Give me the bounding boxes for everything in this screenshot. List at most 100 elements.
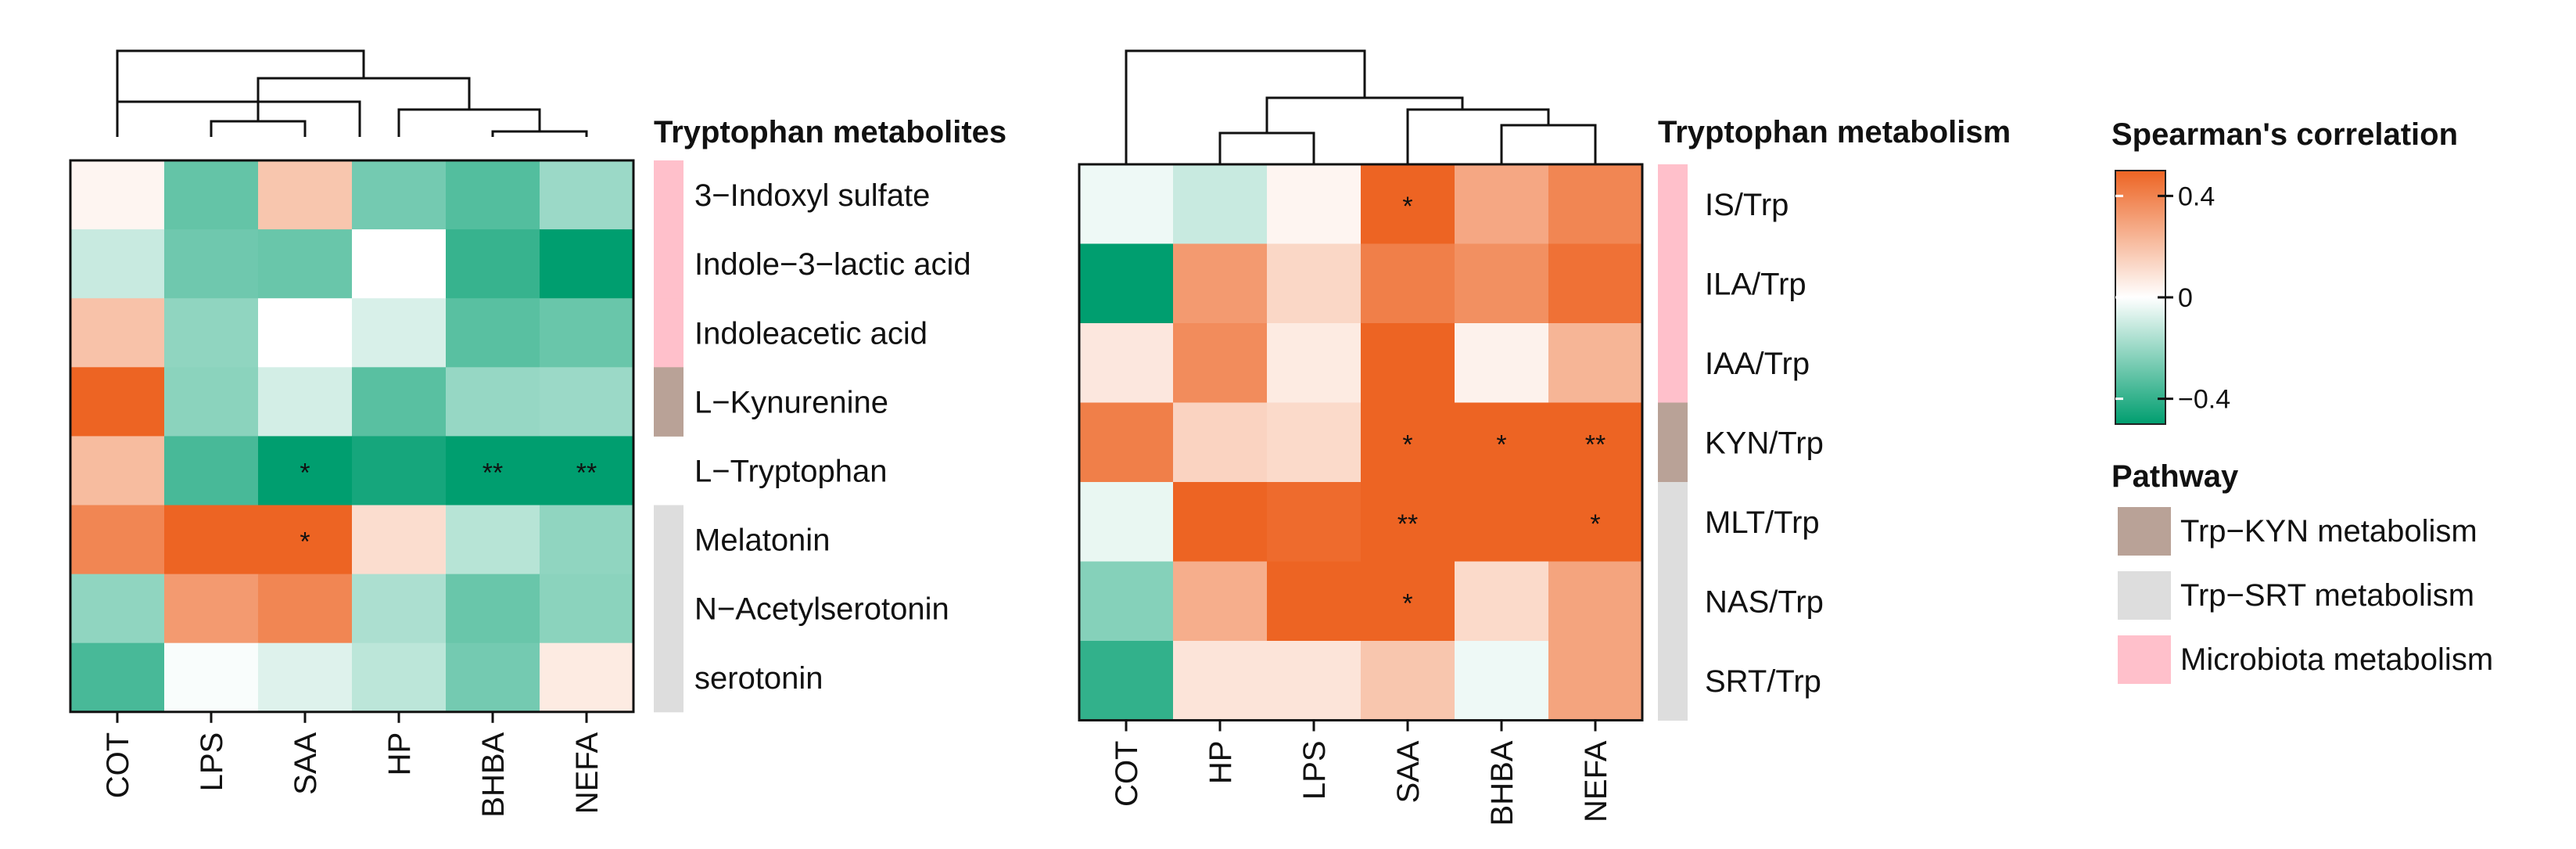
heatmap-cell: [446, 436, 540, 505]
heatmap-cell: [70, 298, 165, 368]
dendrogram-branch: [210, 120, 307, 137]
heatmap-cell: [1173, 561, 1268, 642]
dendrogram-branch: [257, 77, 471, 121]
heatmap-cell: [1548, 243, 1643, 324]
heatmap-cell: [258, 229, 353, 299]
heatmap-cell: [1455, 641, 1549, 721]
dendrogram-branch: [491, 130, 588, 137]
significance-mark: *: [300, 458, 310, 487]
heatmap-cell: [1361, 561, 1455, 642]
heatmap-cell: [352, 574, 447, 644]
colorbar: [2115, 170, 2166, 425]
heatmap-cell: [446, 505, 540, 575]
heatmap-cell: [352, 505, 447, 575]
pathway-swatch: [2118, 507, 2171, 556]
pathway-annotation: [654, 574, 683, 644]
colorbar-tick-label: 0: [2178, 283, 2193, 313]
legend: Spearman's correlation 0.40−0.4 Pathway …: [2111, 117, 2493, 684]
significance-mark: *: [1402, 588, 1412, 618]
heatmap-cell: [164, 298, 259, 368]
heatmap-cell: [1455, 243, 1549, 324]
heatmap-cell: [1267, 243, 1362, 324]
heatmap-cell: [1173, 164, 1268, 244]
heatmap-cell: [352, 367, 447, 437]
column-label: COT: [101, 732, 135, 798]
heatmap-left: Tryptophan metabolites* ** ***COT LPS SAA HP B…: [69, 49, 1006, 818]
heatmap-cell: [70, 436, 165, 505]
heatmap-cell: [1267, 323, 1362, 403]
heatmap-cell: [540, 367, 634, 437]
significance-mark: *: [1402, 192, 1412, 221]
column-label: HP: [1204, 741, 1238, 785]
pathway-legend-items: Trp−KYN metabolism Trp−SRT metabolism Micr…: [2118, 507, 2493, 684]
row-label: Indole−3−lactic acid: [694, 247, 971, 282]
heatmap-cell: [1079, 402, 1174, 483]
pathway-annotation: [1658, 561, 1688, 642]
dendrogram-branch: [1218, 131, 1315, 164]
column-label: NEFA: [570, 732, 605, 814]
heatmap-cell: [1173, 641, 1268, 721]
heatmap-cell: [164, 367, 259, 437]
heatmap-cell: [540, 642, 634, 713]
pathway-annotation: [1658, 243, 1688, 324]
heatmap-cell: [70, 229, 165, 299]
heatmap-cell: [1548, 482, 1643, 562]
heatmap-cell: [1173, 243, 1268, 324]
column-label: LPS: [195, 732, 229, 792]
heatmap-cell: [1079, 323, 1174, 403]
pathway-annotation: [654, 229, 683, 299]
pathway-swatch: [2118, 635, 2171, 684]
row-label: serotonin: [694, 661, 823, 696]
row-label: KYN/Trp: [1705, 426, 1824, 460]
row-label: L−Kynurenine: [694, 385, 888, 419]
dendrogram-branch: [1406, 108, 1550, 164]
heatmap-cell: [1455, 561, 1549, 642]
row-label: IS/Trp: [1705, 188, 1788, 222]
heatmap-cell: [1079, 164, 1174, 244]
column-label: SAA: [289, 732, 323, 794]
dendrogram-branch: [116, 100, 361, 137]
heatmap-frame: [1078, 163, 1644, 721]
heatmap-cell: [1361, 482, 1455, 562]
colorbar-ticks: 0.4 0 −0.4: [2115, 182, 2230, 415]
heatmap-cell: [164, 505, 259, 575]
heatmap-cell: [1455, 402, 1549, 483]
heatmap-cell: [258, 642, 353, 713]
pathway-annotation: [654, 298, 683, 368]
pathway-annotation: [654, 160, 683, 230]
heatmap-frame: [69, 159, 635, 714]
heatmap-title: Tryptophan metabolites: [654, 115, 1006, 149]
heatmap-cell: [446, 229, 540, 299]
heatmap-cell: [258, 298, 353, 368]
heatmap-cell: [258, 160, 353, 230]
heatmap-cell: [1361, 323, 1455, 403]
heatmap-cell: [1455, 164, 1549, 244]
significance-mark: *: [1402, 430, 1412, 459]
row-label: N−Acetylserotonin: [694, 592, 949, 627]
column-label: COT: [1110, 741, 1144, 807]
heatmap-cell: [70, 642, 165, 713]
heatmap-cell: [1079, 482, 1174, 562]
heatmap-cell: [164, 574, 259, 644]
heatmap-cell: [70, 367, 165, 437]
heatmap-cell: [1079, 641, 1174, 721]
dendrogram-branch: [1500, 124, 1597, 164]
heatmap-cell: [1267, 561, 1362, 642]
heatmap-cell: [352, 160, 447, 230]
heatmap-title: Tryptophan metabolism: [1658, 115, 2011, 149]
heatmap-cell: [1267, 164, 1362, 244]
pathway-legend-title: Pathway: [2111, 459, 2239, 494]
significance-mark: *: [1496, 430, 1506, 459]
pathway-annotation: [1658, 164, 1688, 244]
heatmap-cell: [1361, 402, 1455, 483]
pathway-swatch: [2118, 571, 2171, 620]
heatmap-cell: [164, 160, 259, 230]
heatmap-cell: [352, 298, 447, 368]
heatmap-cell: [1173, 323, 1268, 403]
heatmap-cell: [540, 436, 634, 505]
heatmap-cell: [1267, 482, 1362, 562]
significance-mark: **: [576, 458, 597, 487]
row-label: IAA/Trp: [1705, 347, 1810, 381]
column-label: BHBA: [1485, 740, 1519, 826]
